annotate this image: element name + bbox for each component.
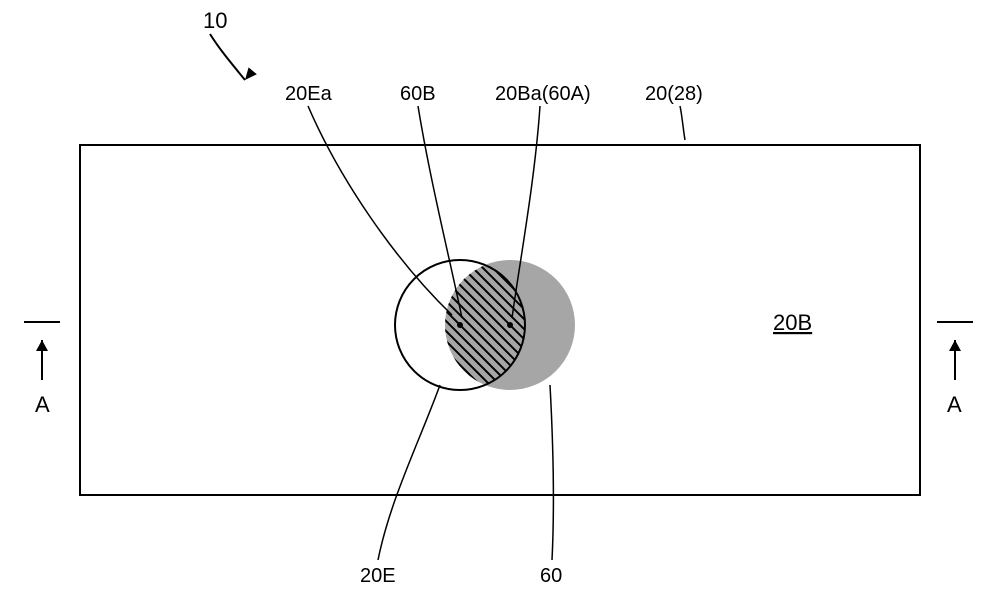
label-20Ba60A: 20Ba(60A) — [495, 83, 591, 105]
leader-20-28 — [680, 106, 685, 140]
label-A-left: A — [35, 392, 50, 417]
center-dot-20Ba — [507, 322, 513, 328]
label-20E: 20E — [360, 565, 396, 587]
arrowhead-10 — [245, 67, 257, 80]
label-20Ea: 20Ea — [285, 83, 333, 105]
label-10: 10 — [203, 8, 227, 33]
leader-20E — [378, 385, 440, 560]
label-A-right: A — [947, 392, 962, 417]
leader-20Ea — [308, 106, 452, 315]
patent-diagram: 10 20Ea 60B 20Ba(60A) 20(28) 20B 20E 60 … — [0, 0, 1000, 606]
center-dot-20Ea — [457, 322, 463, 328]
leader-10-arrow — [210, 34, 245, 80]
label-20B: 20B — [773, 310, 812, 335]
label-60B: 60B — [400, 83, 436, 105]
leader-60 — [550, 385, 553, 560]
section-mark-A-right — [937, 322, 973, 380]
label-20-28: 20(28) — [645, 83, 703, 105]
label-60: 60 — [540, 565, 562, 587]
section-mark-A-left — [24, 322, 60, 380]
